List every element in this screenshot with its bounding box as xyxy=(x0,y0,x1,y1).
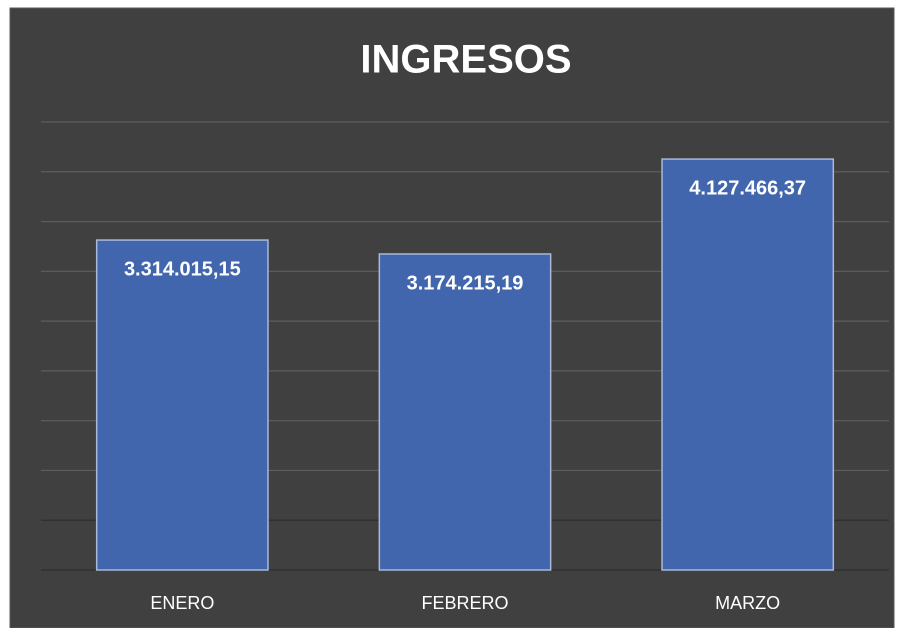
x-tick-label: MARZO xyxy=(715,593,780,613)
x-tick-label: FEBRERO xyxy=(421,593,508,613)
x-tick-label: ENERO xyxy=(150,593,214,613)
data-label: 3.174.215,19 xyxy=(407,272,524,294)
bar xyxy=(661,158,835,571)
data-label: 4.127.466,37 xyxy=(689,177,806,199)
bar xyxy=(378,253,552,571)
chart-title: INGRESOS xyxy=(360,38,571,82)
bar xyxy=(95,239,269,571)
data-label: 3.314.015,15 xyxy=(124,258,241,280)
